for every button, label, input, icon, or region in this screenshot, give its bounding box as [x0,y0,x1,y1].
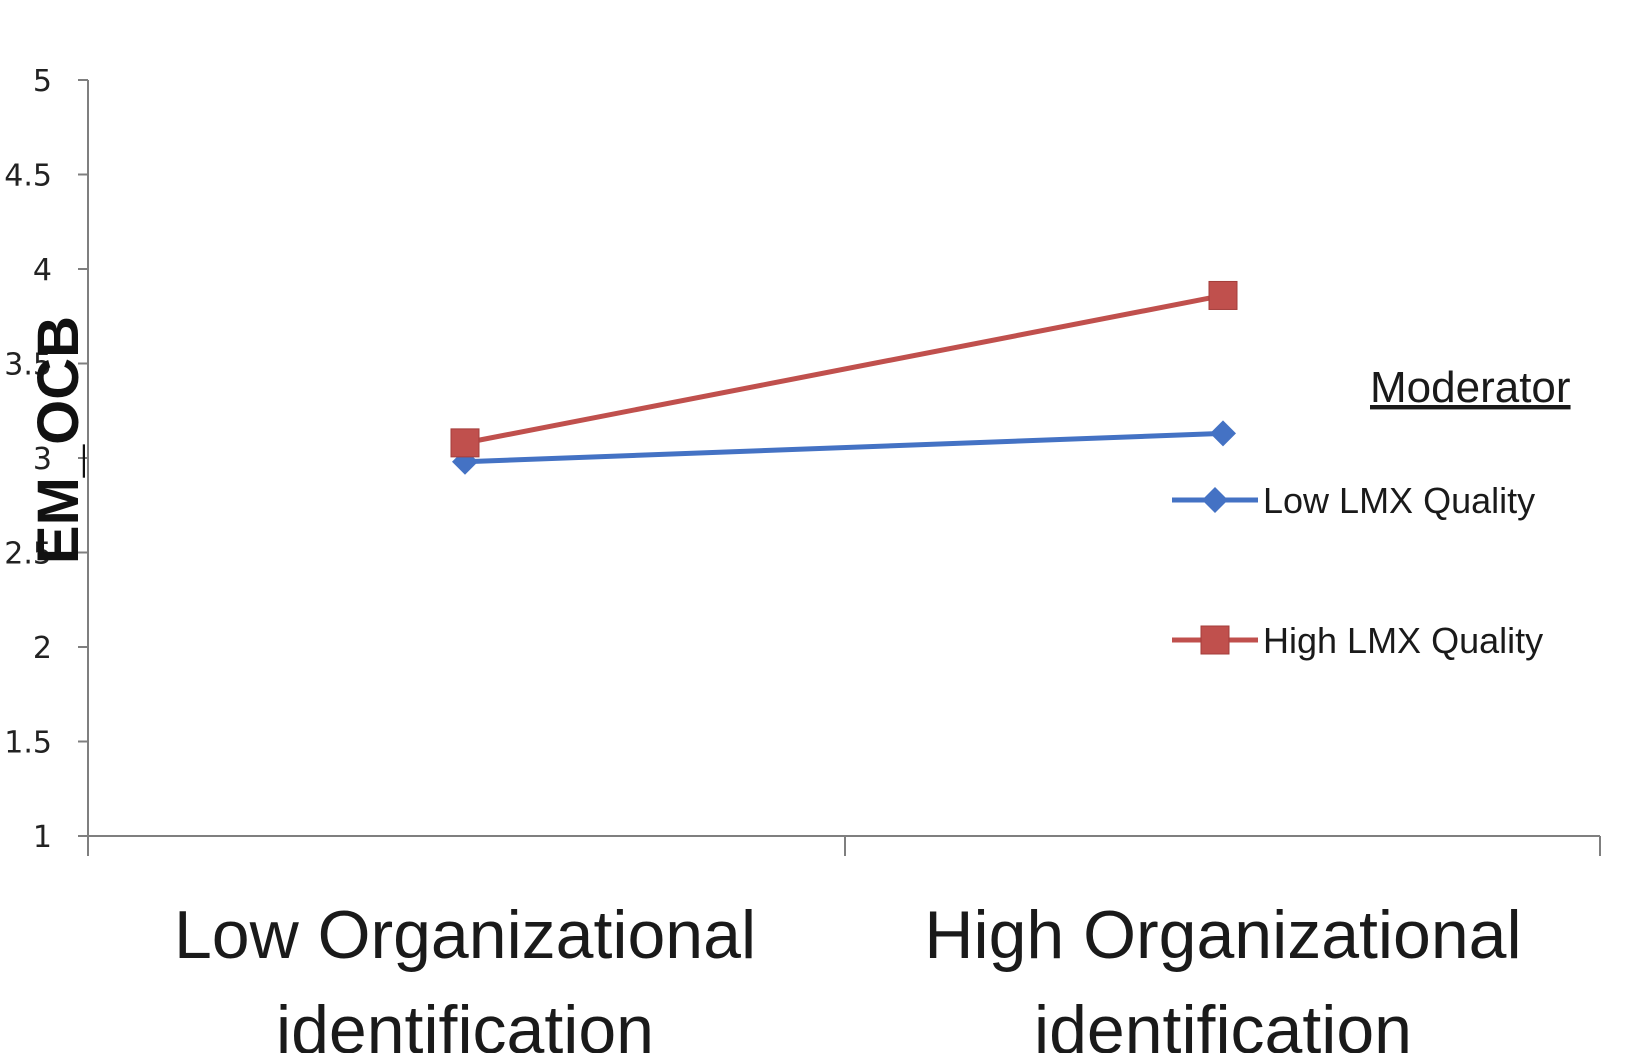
x-category-line-1-0: High Organizational [924,897,1521,973]
y-tick-label-8: 5 [33,64,52,99]
y-tick-label-6: 4 [33,253,52,288]
axes [87,80,1601,856]
x-category-line-0-1: identification [276,992,654,1053]
series-line-1 [464,293,1224,446]
y-tick-label-2: 2 [33,631,52,666]
x-category-label-1: High Organizational identification [924,897,1521,1053]
series-1 [450,280,1238,458]
y-axis-ticks: 1 1.5 2 2.5 3 3.5 4 4.5 5 [4,64,88,855]
legend: Moderator Low LMX Quality High LMX Qualit… [1172,363,1571,661]
y-tick-label-7: 4.5 [4,159,52,194]
data-point-0-1 [1210,420,1236,447]
y-axis-title: EM_OCB [26,316,91,564]
legend-label-1: High LMX Quality [1263,620,1543,661]
series-lines [450,280,1238,475]
series-0 [452,420,1236,475]
x-category-line-1-1: identification [1034,992,1412,1053]
x-category-line-0-0: Low Organizational [174,897,756,973]
series-line-0 [464,430,1224,465]
data-point-1-1 [1208,280,1238,310]
y-tick-label-0: 1 [33,820,52,855]
y-tick-label-3: 2.5 [4,537,52,572]
legend-label-0: Low LMX Quality [1263,480,1535,521]
legend-marker-1 [1200,625,1230,655]
y-tick-label-5: 3.5 [4,348,52,383]
y-tick-label-1: 1.5 [4,726,52,761]
legend-item-1: High LMX Quality [1172,620,1543,661]
data-point-1-0 [450,428,480,458]
y-tick-label-4: 3 [33,442,52,477]
legend-item-0: Low LMX Quality [1172,480,1535,521]
x-category-label-0: Low Organizational identification [174,897,756,1053]
legend-title: Moderator [1370,363,1571,412]
legend-marker-0 [1202,487,1228,513]
